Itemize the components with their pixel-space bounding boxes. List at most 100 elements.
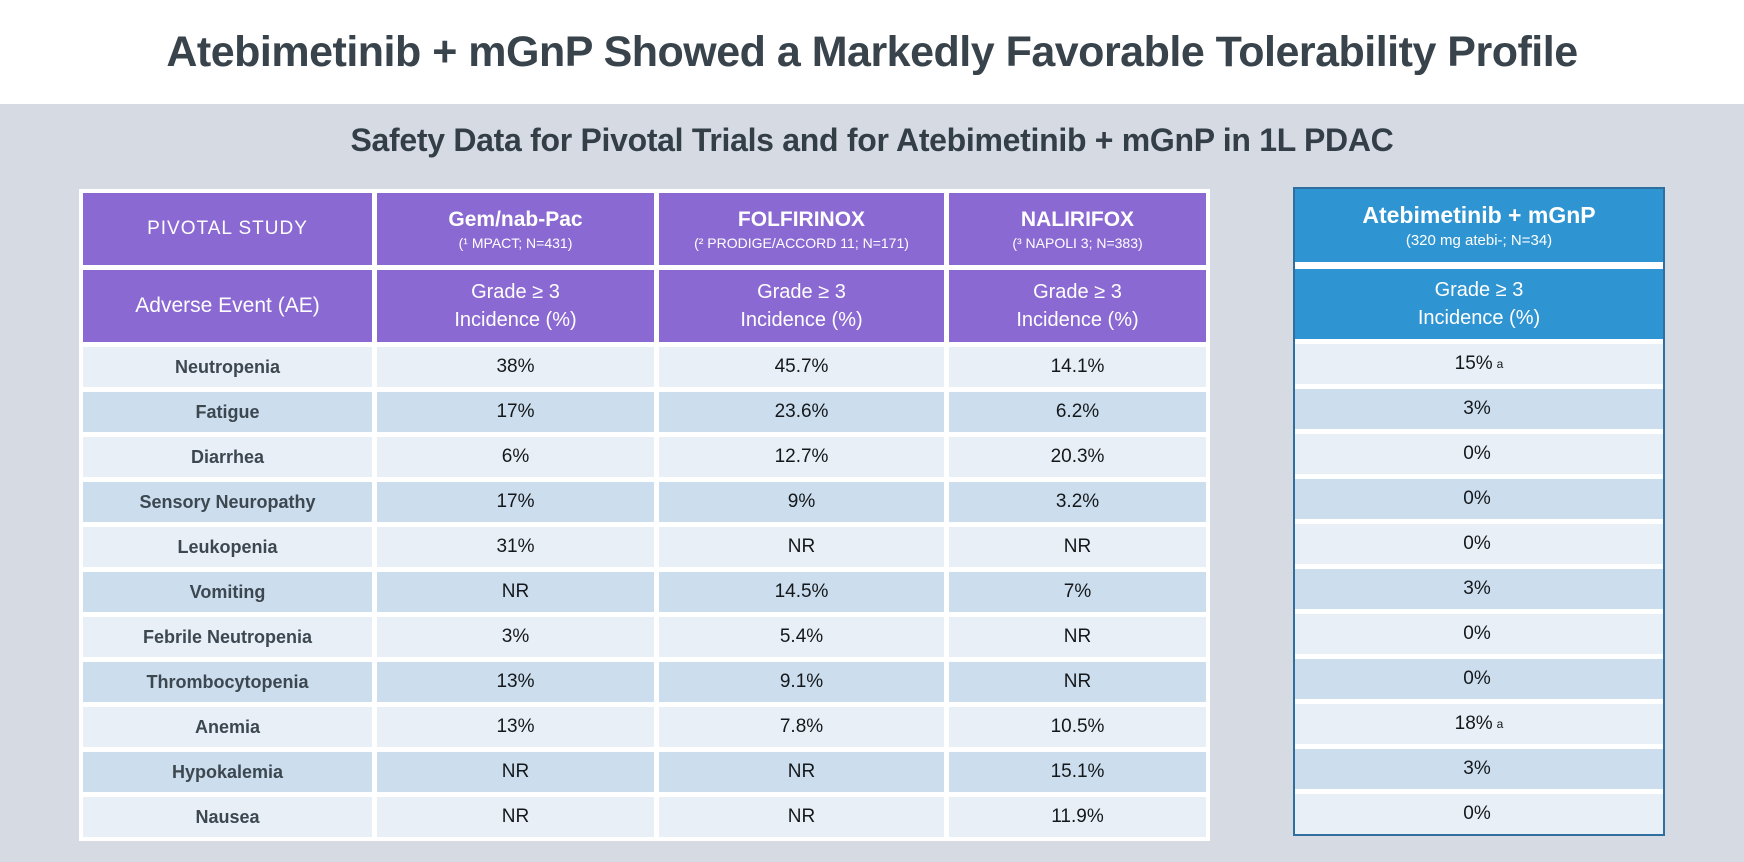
- ae-value-nalirifox: 10.5%: [949, 707, 1206, 747]
- atebi-value-hypokalemia: 3%: [1295, 749, 1663, 789]
- ae-value-nalirifox: 6.2%: [949, 392, 1206, 432]
- atebi-value-leukopenia: 0%: [1295, 524, 1663, 564]
- ae-value-folfirinox: NR: [659, 797, 944, 837]
- value-text: 0%: [1463, 488, 1491, 509]
- ae-value-folfirinox: NR: [659, 527, 944, 567]
- ae-value-folfirinox: 14.5%: [659, 572, 944, 612]
- value-text: 3%: [1463, 578, 1491, 599]
- grade-line1: Grade ≥ 3: [1434, 278, 1524, 301]
- grade-header-gem: Grade ≥ 3 Incidence (%): [377, 270, 654, 342]
- ae-value-gem: NR: [377, 752, 654, 792]
- column-name: FOLFIRINOX: [737, 207, 866, 231]
- ae-value-nalirifox: NR: [949, 662, 1206, 702]
- grade-header-nalirifox: Grade ≥ 3 Incidence (%): [949, 270, 1206, 342]
- column-detail: (¹ MPACT; N=431): [458, 235, 573, 252]
- ae-value-gem: 38%: [377, 347, 654, 387]
- ae-label: Fatigue: [83, 392, 372, 432]
- ae-value-folfirinox: 5.4%: [659, 617, 944, 657]
- grade-line2: Incidence (%): [1016, 309, 1139, 331]
- slide-title: Atebimetinib + mGnP Showed a Markedly Fa…: [166, 27, 1578, 76]
- ae-label: Febrile Neutropenia: [83, 617, 372, 657]
- slide-content: Safety Data for Pivotal Trials and for A…: [0, 104, 1744, 841]
- footnote-sup: a: [1496, 717, 1504, 731]
- value-text: 18%: [1454, 713, 1493, 734]
- value-text: 3%: [1463, 398, 1491, 419]
- ae-value-nalirifox: 20.3%: [949, 437, 1206, 477]
- ae-value-nalirifox: 11.9%: [949, 797, 1206, 837]
- ae-value-folfirinox: 23.6%: [659, 392, 944, 432]
- ae-value-gem: NR: [377, 572, 654, 612]
- grade-line1: Grade ≥ 3: [1033, 280, 1122, 303]
- adverse-event-header: Adverse Event (AE): [83, 270, 372, 342]
- footnote-sup: a: [1496, 357, 1504, 371]
- ae-label: Anemia: [83, 707, 372, 747]
- column-detail: (² PRODIGE/ACCORD 11; N=171): [694, 235, 909, 252]
- ae-value-gem: 17%: [377, 482, 654, 522]
- ae-value-nalirifox: 7%: [949, 572, 1206, 612]
- ae-value-folfirinox: NR: [659, 752, 944, 792]
- grade-line1: Grade ≥ 3: [757, 280, 846, 303]
- value-text: 0%: [1463, 443, 1491, 464]
- value-text: 0%: [1463, 623, 1491, 644]
- ae-value-folfirinox: 9%: [659, 482, 944, 522]
- ae-value-gem: 13%: [377, 662, 654, 702]
- ae-value-gem: 31%: [377, 527, 654, 567]
- ae-value-folfirinox: 45.7%: [659, 347, 944, 387]
- ae-value-nalirifox: NR: [949, 527, 1206, 567]
- ae-value-nalirifox: 14.1%: [949, 347, 1206, 387]
- atebimetinib-name: Atebimetinib + mGnP: [1362, 202, 1596, 228]
- ae-label: Nausea: [83, 797, 372, 837]
- ae-value-gem: 3%: [377, 617, 654, 657]
- ae-label: Neutropenia: [83, 347, 372, 387]
- grade-line2: Incidence (%): [1417, 307, 1541, 329]
- pivotal-trials-table: PIVOTAL STUDY Gem/nab-Pac (¹ MPACT; N=43…: [79, 189, 1210, 841]
- grade-header-folfirinox: Grade ≥ 3 Incidence (%): [659, 270, 944, 342]
- atebi-value-febrile-neutropenia: 0%: [1295, 614, 1663, 654]
- atebi-value-anemia: 18% a: [1295, 704, 1663, 744]
- atebi-value-sensory-neuropathy: 0%: [1295, 479, 1663, 519]
- column-header-nalirifox: NALIRIFOX (³ NAPOLI 3; N=383): [949, 193, 1206, 265]
- column-name: NALIRIFOX: [1020, 207, 1135, 231]
- column-header-folfirinox: FOLFIRINOX (² PRODIGE/ACCORD 11; N=171): [659, 193, 944, 265]
- atebimetinib-grade-header: Grade ≥ 3 Incidence (%): [1295, 269, 1663, 339]
- ae-label: Vomiting: [83, 572, 372, 612]
- pivotal-study-header: PIVOTAL STUDY: [83, 193, 372, 265]
- value-text: 0%: [1463, 803, 1491, 824]
- atebi-value-fatigue: 3%: [1295, 389, 1663, 429]
- column-detail: (³ NAPOLI 3; N=383): [1012, 235, 1143, 252]
- ae-value-folfirinox: 7.8%: [659, 707, 944, 747]
- grade-line2: Incidence (%): [740, 309, 863, 331]
- ae-label: Thrombocytopenia: [83, 662, 372, 702]
- ae-label: Leukopenia: [83, 527, 372, 567]
- grade-line2: Incidence (%): [454, 309, 577, 331]
- ae-value-nalirifox: NR: [949, 617, 1206, 657]
- atebimetinib-header: Atebimetinib + mGnP (320 mg atebi-; N=34…: [1295, 189, 1663, 262]
- slide-subtitle: Safety Data for Pivotal Trials and for A…: [350, 122, 1394, 158]
- ae-value-folfirinox: 12.7%: [659, 437, 944, 477]
- ae-value-gem: 6%: [377, 437, 654, 477]
- tables-row: PIVOTAL STUDY Gem/nab-Pac (¹ MPACT; N=43…: [79, 187, 1744, 841]
- ae-label: Sensory Neuropathy: [83, 482, 372, 522]
- title-band: Atebimetinib + mGnP Showed a Markedly Fa…: [0, 0, 1744, 104]
- atebi-value-diarrhea: 0%: [1295, 434, 1663, 474]
- ae-value-nalirifox: 3.2%: [949, 482, 1206, 522]
- atebi-value-thrombocytopenia: 0%: [1295, 659, 1663, 699]
- grade-line1: Grade ≥ 3: [471, 280, 560, 303]
- value-text: 0%: [1463, 533, 1491, 554]
- ae-value-nalirifox: 15.1%: [949, 752, 1206, 792]
- atebi-value-neutropenia: 15% a: [1295, 344, 1663, 384]
- atebi-value-vomiting: 3%: [1295, 569, 1663, 609]
- column-header-gem-nab-pac: Gem/nab-Pac (¹ MPACT; N=431): [377, 193, 654, 265]
- value-text: 0%: [1463, 668, 1491, 689]
- atebimetinib-detail: (320 mg atebi-; N=34): [1405, 232, 1553, 249]
- ae-label: Diarrhea: [83, 437, 372, 477]
- ae-value-folfirinox: 9.1%: [659, 662, 944, 702]
- ae-value-gem: 17%: [377, 392, 654, 432]
- value-text: 3%: [1463, 758, 1491, 779]
- column-name: Gem/nab-Pac: [448, 207, 583, 231]
- ae-value-gem: NR: [377, 797, 654, 837]
- ae-value-gem: 13%: [377, 707, 654, 747]
- value-text: 15%: [1454, 353, 1493, 374]
- ae-label: Hypokalemia: [83, 752, 372, 792]
- atebimetinib-table: Atebimetinib + mGnP (320 mg atebi-; N=34…: [1293, 187, 1665, 836]
